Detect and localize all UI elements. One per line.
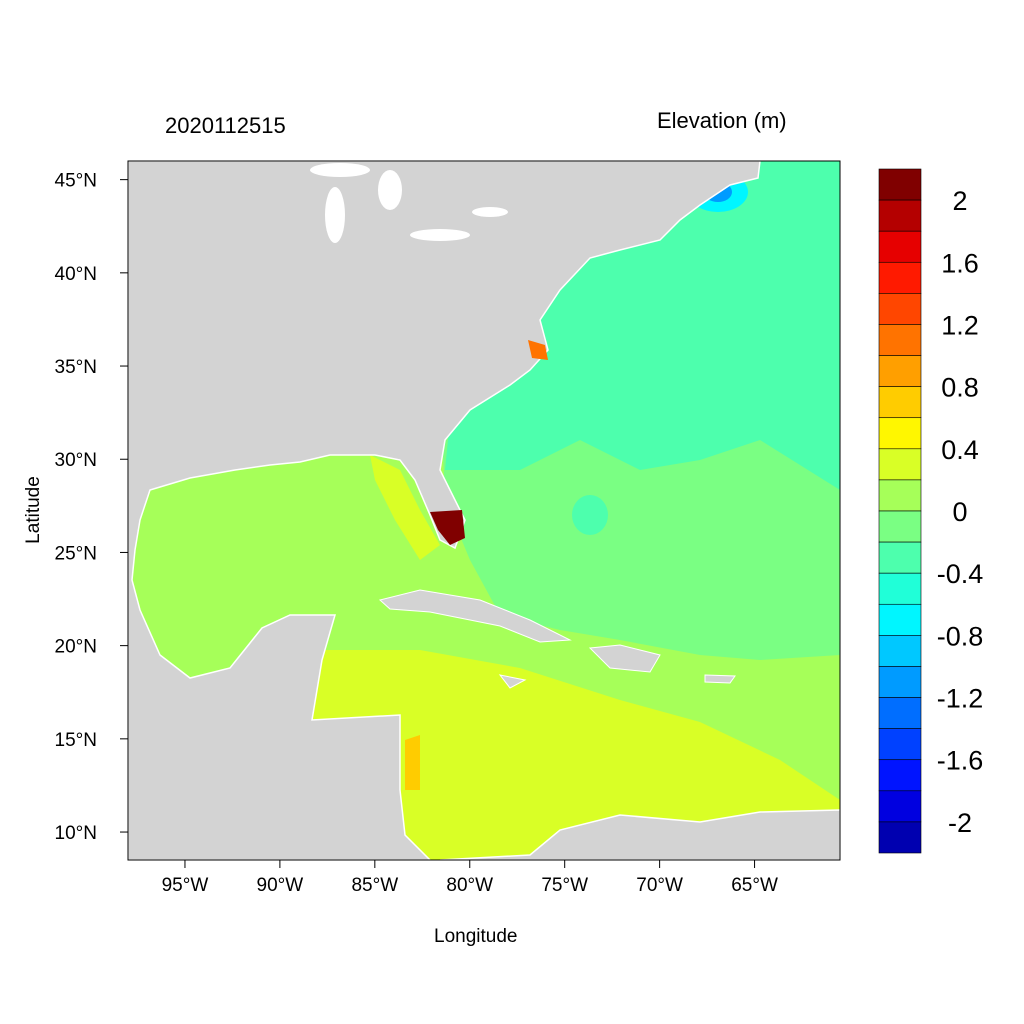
x-axis-label: Longitude (434, 926, 518, 947)
colorbar-box (878, 510, 922, 543)
colorbar-label: 0.4 (941, 435, 979, 465)
lake-superior (310, 163, 370, 177)
colorbar-label: 1.2 (941, 310, 979, 340)
y-tick-label: 40°N (55, 264, 97, 285)
florida-surge-high (430, 510, 465, 545)
colorbar-box (878, 603, 922, 636)
colorbar-box (878, 541, 922, 574)
colorbar-box (878, 572, 922, 605)
south-america-land (439, 809, 840, 860)
colorbar-box (878, 759, 922, 792)
colorbar-label: 0 (952, 497, 967, 527)
y-tick-label: 10°N (55, 823, 97, 844)
colorbar-box (878, 417, 922, 450)
y-tick-label: 35°N (55, 357, 97, 378)
west-florida-shelf (370, 455, 440, 560)
colorbar-box (878, 635, 922, 667)
y-tick-label: 25°N (55, 543, 97, 564)
colorbar-box (878, 479, 922, 512)
colorbar-box (878, 293, 922, 325)
jamaica-land (498, 674, 527, 689)
lake-erie (410, 229, 470, 241)
colorbar-box (878, 355, 922, 387)
puerto-rico-land (704, 674, 736, 684)
colorbar-box (878, 697, 922, 729)
y-axis: 45°N 40°N 35°N 30°N 25°N 20°N 15°N 10°N (55, 171, 128, 844)
colorbar-label: -1.6 (937, 746, 984, 776)
x-tick-label: 90°W (257, 875, 304, 896)
cuba-land (378, 589, 572, 643)
x-tick-label: 85°W (351, 875, 398, 896)
map-field (128, 161, 840, 860)
colorbar-label: -0.8 (937, 621, 984, 651)
nicaragua-shelf-high (405, 735, 420, 790)
colorbar-box (878, 790, 922, 823)
x-tick-label: 80°W (446, 875, 493, 896)
colorbar-box (878, 386, 922, 419)
colorbar-box (878, 168, 922, 201)
x-tick-label: 95°W (162, 875, 209, 896)
north-america-land (128, 161, 761, 860)
date-title: 2020112515 (165, 113, 286, 138)
colorbar-box (878, 448, 922, 481)
colorbar-box (878, 821, 922, 854)
colorbar-label: 0.8 (941, 373, 979, 403)
x-axis: 95°W 90°W 85°W 80°W 75°W 70°W 65°W (162, 860, 778, 896)
x-tick-label: 70°W (636, 875, 683, 896)
y-tick-label: 45°N (55, 171, 97, 192)
colorbar-label: 2 (952, 186, 967, 216)
y-tick-label: 20°N (55, 637, 97, 658)
x-tick-label: 75°W (541, 875, 588, 896)
colorbar-label: -1.2 (937, 684, 984, 714)
caribbean-region (310, 650, 840, 860)
plot-frame (127, 160, 841, 861)
colorbar-box (878, 230, 922, 263)
x-tick-label: 65°W (731, 875, 778, 896)
colorbar-label: -0.4 (937, 559, 984, 589)
hispaniola-land (588, 644, 661, 673)
lake-michigan (325, 187, 345, 243)
colorbar-box (878, 199, 922, 232)
colorbar-box (878, 728, 922, 761)
lake-ontario (472, 207, 508, 217)
y-tick-label: 15°N (55, 730, 97, 751)
colorbar-box (878, 261, 922, 294)
colorbar-box (878, 324, 922, 356)
colorbar-label: -2 (948, 808, 972, 838)
colorbar: 2 1.6 1.2 0.8 0.4 0 -0.4 -0.8 -1.2 -1.6 -2 (878, 168, 984, 854)
north-atlantic-region (445, 161, 840, 490)
lake-huron (378, 170, 402, 210)
variable-title: Elevation (m) (657, 108, 787, 133)
hatteras-surge (528, 340, 548, 360)
atlantic-eddy (572, 495, 608, 535)
colorbar-box (878, 666, 922, 698)
y-tick-label: 30°N (55, 450, 97, 471)
colorbar-label: 1.6 (941, 248, 979, 278)
